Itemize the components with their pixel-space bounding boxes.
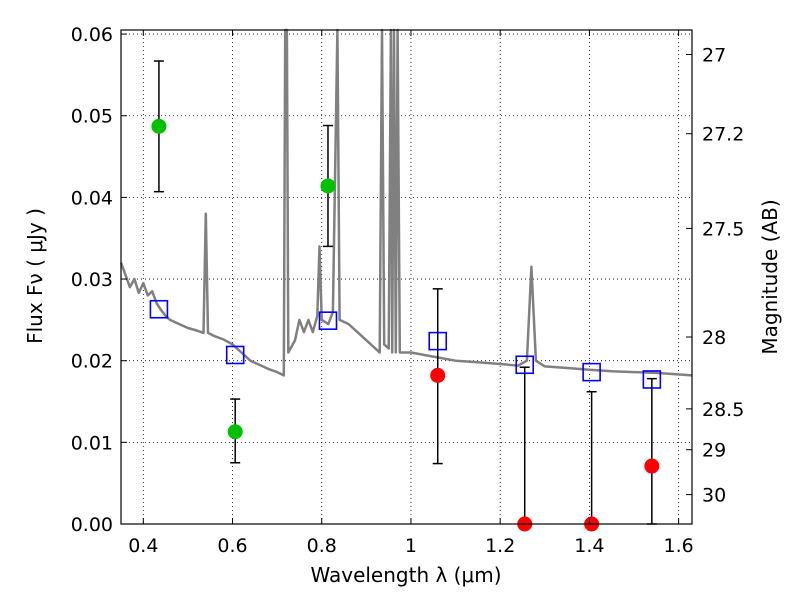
y2-tick-label: 30 bbox=[702, 485, 726, 507]
y-tick-label: 0.03 bbox=[71, 269, 113, 291]
data-point-square bbox=[318, 311, 338, 330]
data-point-circle bbox=[430, 367, 446, 383]
y2-tick-label: 29 bbox=[702, 440, 726, 462]
y-tick-label: 0.01 bbox=[71, 432, 113, 454]
x-tick-label: 1.2 bbox=[485, 535, 515, 557]
data-point-square bbox=[149, 299, 169, 319]
data-point-square bbox=[515, 355, 535, 375]
x-tick-label: 1 bbox=[405, 535, 417, 557]
y2-tick-label: 27.2 bbox=[702, 124, 744, 146]
y-tick-label: 0.04 bbox=[71, 187, 113, 209]
model-spectrum-line bbox=[119, 28, 693, 377]
data-point-square bbox=[225, 345, 245, 365]
y2-tick-label: 28.5 bbox=[702, 399, 744, 421]
data-point-square bbox=[428, 331, 448, 351]
x-tick-label: 1.4 bbox=[574, 535, 604, 557]
y2-tick-label: 27 bbox=[702, 44, 726, 66]
x-tick-label: 0.4 bbox=[128, 535, 158, 557]
data-point-square bbox=[642, 370, 662, 389]
y-axis-label: Flux Fν ( μJy ) bbox=[23, 208, 47, 344]
data-point-circle bbox=[644, 458, 660, 474]
x-tick-label: 0.8 bbox=[307, 535, 337, 557]
data-point-circle bbox=[151, 118, 167, 134]
y-tick-label: 0.00 bbox=[71, 514, 113, 536]
y2-tick-label: 28 bbox=[702, 327, 726, 349]
data-point-circle bbox=[320, 178, 336, 194]
y2-tick-label: 27.5 bbox=[702, 218, 744, 240]
model-spectrum bbox=[119, 28, 693, 377]
x-tick-label: 0.6 bbox=[217, 535, 247, 557]
y-tick-label: 0.06 bbox=[71, 24, 113, 46]
axes: 0.4 0.6 0.8 1 1.2 1.4 1.6 0.00 0.01 0.02 0.03 0.04 0… bbox=[71, 24, 745, 557]
y-tick-label: 0.02 bbox=[71, 351, 113, 373]
y2-axis-label: Magnitude (AB) bbox=[758, 199, 782, 354]
plot-frame bbox=[120, 29, 693, 525]
x-tick-label: 1.6 bbox=[664, 535, 694, 557]
y-tick-label: 0.05 bbox=[71, 106, 113, 128]
data-point-circle bbox=[227, 424, 243, 440]
data-point-square bbox=[582, 362, 601, 382]
x-axis-label: Wavelength λ (μm) bbox=[310, 563, 501, 587]
